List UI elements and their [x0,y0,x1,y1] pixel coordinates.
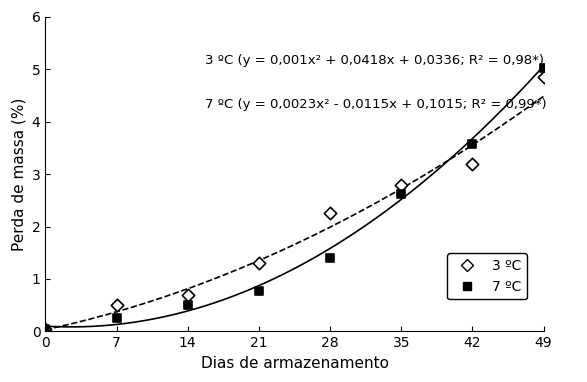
Point [254,288,264,294]
Point [539,65,548,71]
Point [183,302,193,308]
Point [325,210,335,217]
Legend: 3 ºC, 7 ºC: 3 ºC, 7 ºC [447,253,527,299]
Point [468,160,477,167]
X-axis label: Dias de armazenamento: Dias de armazenamento [201,356,389,371]
Text: 3 ºC (y = 0,001x² + 0,0418x + 0,0336; R² = 0,98*): 3 ºC (y = 0,001x² + 0,0418x + 0,0336; R²… [205,54,544,67]
Point [112,302,122,308]
Point [41,326,50,332]
Point [112,315,122,321]
Point [41,326,50,332]
Point [254,260,264,266]
Y-axis label: Perda de massa (%): Perda de massa (%) [11,97,26,251]
Point [397,181,406,188]
Point [325,255,335,261]
Point [397,191,406,197]
Point [539,74,548,80]
Point [183,292,193,298]
Point [468,141,477,147]
Text: 7 ºC (y = 0,0023x² - 0,0115x + 0,1015; R² = 0,99*): 7 ºC (y = 0,0023x² - 0,0115x + 0,1015; R… [205,99,546,112]
